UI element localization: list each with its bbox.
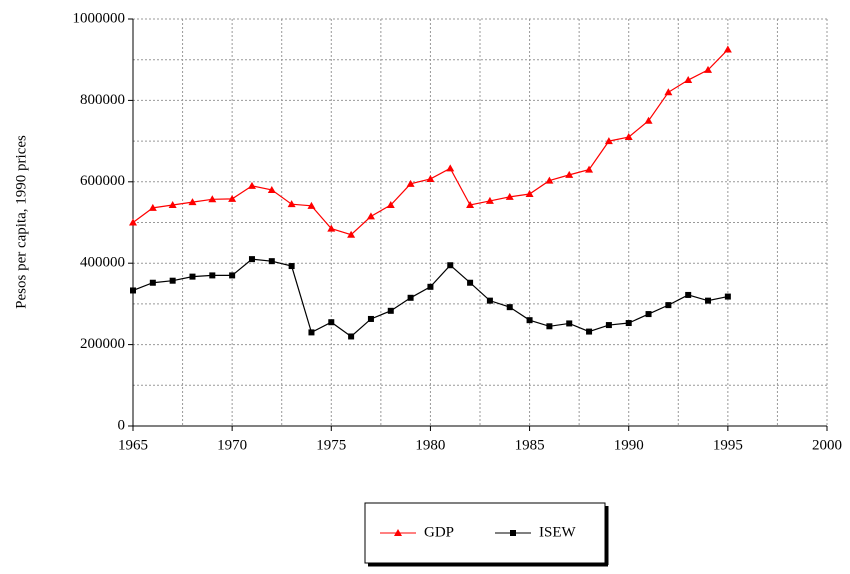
marker (268, 258, 275, 265)
x-tick-label: 1985 (515, 437, 545, 453)
x-tick-label: 1970 (217, 437, 247, 453)
marker (704, 65, 713, 73)
marker (168, 200, 177, 208)
marker (148, 203, 157, 211)
marker (130, 287, 136, 294)
marker (427, 283, 434, 290)
marker (467, 279, 474, 286)
y-tick-label: 400000 (80, 255, 125, 271)
marker (447, 262, 454, 269)
y-tick-label: 800000 (80, 92, 125, 108)
marker (446, 164, 455, 172)
marker (267, 185, 276, 193)
marker (525, 190, 534, 198)
marker (585, 165, 594, 173)
marker (149, 279, 156, 286)
y-tick-label: 0 (118, 417, 126, 433)
marker (307, 201, 316, 209)
y-tick-label: 1000000 (73, 10, 126, 26)
marker (406, 179, 415, 187)
marker (684, 76, 693, 84)
marker (705, 297, 712, 304)
x-tick-label: 1975 (316, 437, 346, 453)
marker (506, 304, 513, 311)
marker (685, 291, 692, 298)
marker (526, 317, 533, 324)
marker (288, 263, 295, 270)
series-line (132, 49, 729, 236)
marker (724, 293, 731, 300)
x-tick-label: 1980 (415, 437, 445, 453)
marker (645, 311, 652, 318)
marker (486, 297, 493, 304)
marker (247, 181, 256, 189)
marker (510, 530, 516, 536)
marker (228, 194, 237, 202)
marker (386, 200, 395, 208)
marker (387, 307, 394, 314)
marker (485, 196, 494, 204)
marker (394, 529, 402, 536)
marker (366, 212, 375, 220)
legend-label: GDP (424, 524, 454, 540)
x-tick-label: 1965 (118, 437, 148, 453)
marker (723, 45, 732, 53)
marker (664, 88, 673, 96)
marker (248, 256, 255, 263)
marker (367, 315, 374, 322)
marker (505, 192, 514, 200)
marker (209, 272, 216, 279)
x-tick-label: 2000 (812, 437, 842, 453)
marker (605, 322, 612, 329)
y-tick-label: 600000 (80, 173, 125, 189)
marker (188, 198, 197, 206)
marker (129, 218, 137, 226)
marker (466, 200, 475, 208)
x-tick-label: 1995 (713, 437, 743, 453)
marker (546, 323, 553, 330)
marker (407, 294, 414, 301)
marker (308, 329, 315, 336)
marker (625, 320, 632, 327)
marker (426, 174, 435, 182)
marker (229, 272, 236, 279)
legend-label: ISEW (539, 524, 577, 540)
marker (169, 277, 176, 284)
y-tick-label: 200000 (80, 336, 125, 352)
marker (328, 319, 335, 326)
marker (545, 176, 554, 184)
marker (327, 224, 336, 232)
marker (665, 302, 672, 309)
marker (644, 116, 653, 124)
marker (189, 273, 196, 280)
marker (348, 333, 355, 340)
marker (565, 170, 574, 178)
marker (604, 137, 613, 145)
marker (566, 320, 573, 327)
marker (586, 328, 593, 335)
marker (208, 195, 217, 203)
legend: GDP ISEW (364, 502, 609, 567)
marker (624, 133, 633, 141)
y-axis-label: Pesos per capita, 1990 prices (13, 135, 29, 309)
marker (287, 200, 296, 208)
marker (347, 230, 356, 238)
x-tick-label: 1990 (614, 437, 644, 453)
